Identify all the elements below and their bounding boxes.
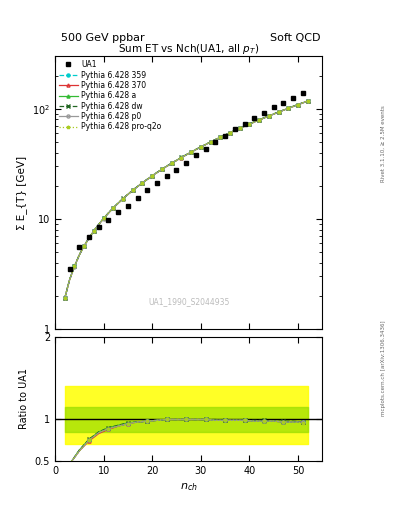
Text: Rivet 3.1.10, ≥ 2.5M events: Rivet 3.1.10, ≥ 2.5M events — [381, 105, 386, 182]
UA1 — [106, 217, 111, 223]
Pythia 6.428 a — [305, 98, 310, 104]
Pythia 6.428 370 — [116, 200, 121, 206]
UA1 — [203, 145, 208, 152]
Pythia 6.428 dw — [237, 125, 242, 131]
UA1 — [291, 95, 296, 101]
Title: Sum ET vs Nch(UA1, all $p_T$): Sum ET vs Nch(UA1, all $p_T$) — [118, 42, 259, 56]
Pythia 6.428 p0 — [305, 98, 310, 104]
Pythia 6.428 370 — [237, 125, 242, 132]
Pythia 6.428 pro-q2o — [223, 132, 228, 138]
Line: Pythia 6.428 a: Pythia 6.428 a — [63, 99, 309, 300]
Pythia 6.428 359 — [223, 132, 228, 138]
Pythia 6.428 359 — [135, 183, 140, 189]
Text: mcplots.cern.ch [arXiv:1306.3436]: mcplots.cern.ch [arXiv:1306.3436] — [381, 321, 386, 416]
Pythia 6.428 dw — [301, 100, 305, 106]
UA1 — [271, 104, 276, 111]
Text: Soft QCD: Soft QCD — [270, 33, 320, 44]
X-axis label: $n_{ch}$: $n_{ch}$ — [180, 481, 198, 493]
Pythia 6.428 pro-q2o — [237, 125, 242, 132]
Pythia 6.428 a — [140, 180, 145, 186]
Pythia 6.428 359 — [305, 98, 310, 104]
UA1 — [252, 115, 257, 121]
Pythia 6.428 370 — [223, 132, 228, 138]
UA1 — [262, 110, 266, 116]
Text: UA1_1990_S2044935: UA1_1990_S2044935 — [148, 297, 230, 306]
Pythia 6.428 359 — [140, 180, 145, 186]
Pythia 6.428 359 — [62, 295, 67, 302]
UA1 — [281, 99, 286, 105]
Pythia 6.428 p0 — [135, 183, 140, 189]
Pythia 6.428 dw — [62, 295, 67, 301]
UA1 — [77, 244, 82, 250]
UA1 — [232, 126, 237, 133]
Pythia 6.428 359 — [301, 100, 305, 106]
Pythia 6.428 a — [116, 200, 121, 206]
UA1 — [174, 166, 179, 173]
Pythia 6.428 a — [301, 100, 305, 106]
Line: Pythia 6.428 359: Pythia 6.428 359 — [63, 99, 309, 300]
UA1 — [116, 209, 121, 215]
Pythia 6.428 370 — [62, 295, 67, 302]
UA1 — [87, 234, 92, 241]
Line: Pythia 6.428 dw: Pythia 6.428 dw — [63, 99, 309, 300]
Pythia 6.428 370 — [301, 100, 305, 106]
UA1 — [194, 152, 198, 158]
UA1 — [135, 195, 140, 201]
Line: UA1: UA1 — [67, 91, 305, 271]
UA1 — [145, 187, 150, 194]
Pythia 6.428 pro-q2o — [305, 98, 310, 104]
Pythia 6.428 a — [62, 295, 67, 301]
Pythia 6.428 p0 — [301, 100, 305, 106]
Pythia 6.428 370 — [140, 180, 145, 186]
Legend: UA1, Pythia 6.428 359, Pythia 6.428 370, Pythia 6.428 a, Pythia 6.428 dw, Pythia: UA1, Pythia 6.428 359, Pythia 6.428 370,… — [57, 58, 163, 133]
UA1 — [125, 203, 130, 209]
UA1 — [213, 139, 218, 145]
Pythia 6.428 a — [135, 183, 140, 189]
Y-axis label: Ratio to UA1: Ratio to UA1 — [19, 368, 29, 430]
Pythia 6.428 pro-q2o — [140, 180, 145, 186]
Pythia 6.428 dw — [116, 200, 121, 206]
Pythia 6.428 359 — [116, 200, 121, 206]
Line: Pythia 6.428 p0: Pythia 6.428 p0 — [63, 100, 309, 300]
Pythia 6.428 370 — [305, 98, 310, 104]
Line: Pythia 6.428 pro-q2o: Pythia 6.428 pro-q2o — [63, 99, 309, 300]
UA1 — [155, 180, 160, 186]
Text: 500 GeV ppbar: 500 GeV ppbar — [61, 33, 145, 44]
Pythia 6.428 pro-q2o — [62, 295, 67, 302]
UA1 — [184, 159, 189, 165]
Pythia 6.428 370 — [135, 183, 140, 189]
Pythia 6.428 dw — [223, 132, 228, 138]
UA1 — [223, 133, 228, 139]
Pythia 6.428 p0 — [237, 125, 242, 132]
Y-axis label: Σ E_{T} [GeV]: Σ E_{T} [GeV] — [16, 156, 27, 230]
UA1 — [242, 121, 247, 127]
UA1 — [301, 90, 305, 96]
Pythia 6.428 p0 — [223, 132, 228, 138]
Pythia 6.428 dw — [305, 98, 310, 104]
Pythia 6.428 pro-q2o — [116, 200, 121, 206]
Pythia 6.428 dw — [140, 180, 145, 186]
Line: Pythia 6.428 370: Pythia 6.428 370 — [63, 99, 309, 300]
Pythia 6.428 pro-q2o — [135, 183, 140, 189]
Pythia 6.428 a — [237, 125, 242, 132]
Pythia 6.428 a — [223, 132, 228, 138]
Pythia 6.428 p0 — [62, 295, 67, 302]
UA1 — [164, 173, 169, 179]
Pythia 6.428 p0 — [116, 200, 121, 206]
UA1 — [67, 266, 72, 272]
Pythia 6.428 dw — [135, 183, 140, 189]
UA1 — [96, 224, 101, 230]
Pythia 6.428 p0 — [140, 180, 145, 186]
Pythia 6.428 359 — [237, 125, 242, 132]
Pythia 6.428 pro-q2o — [301, 100, 305, 106]
